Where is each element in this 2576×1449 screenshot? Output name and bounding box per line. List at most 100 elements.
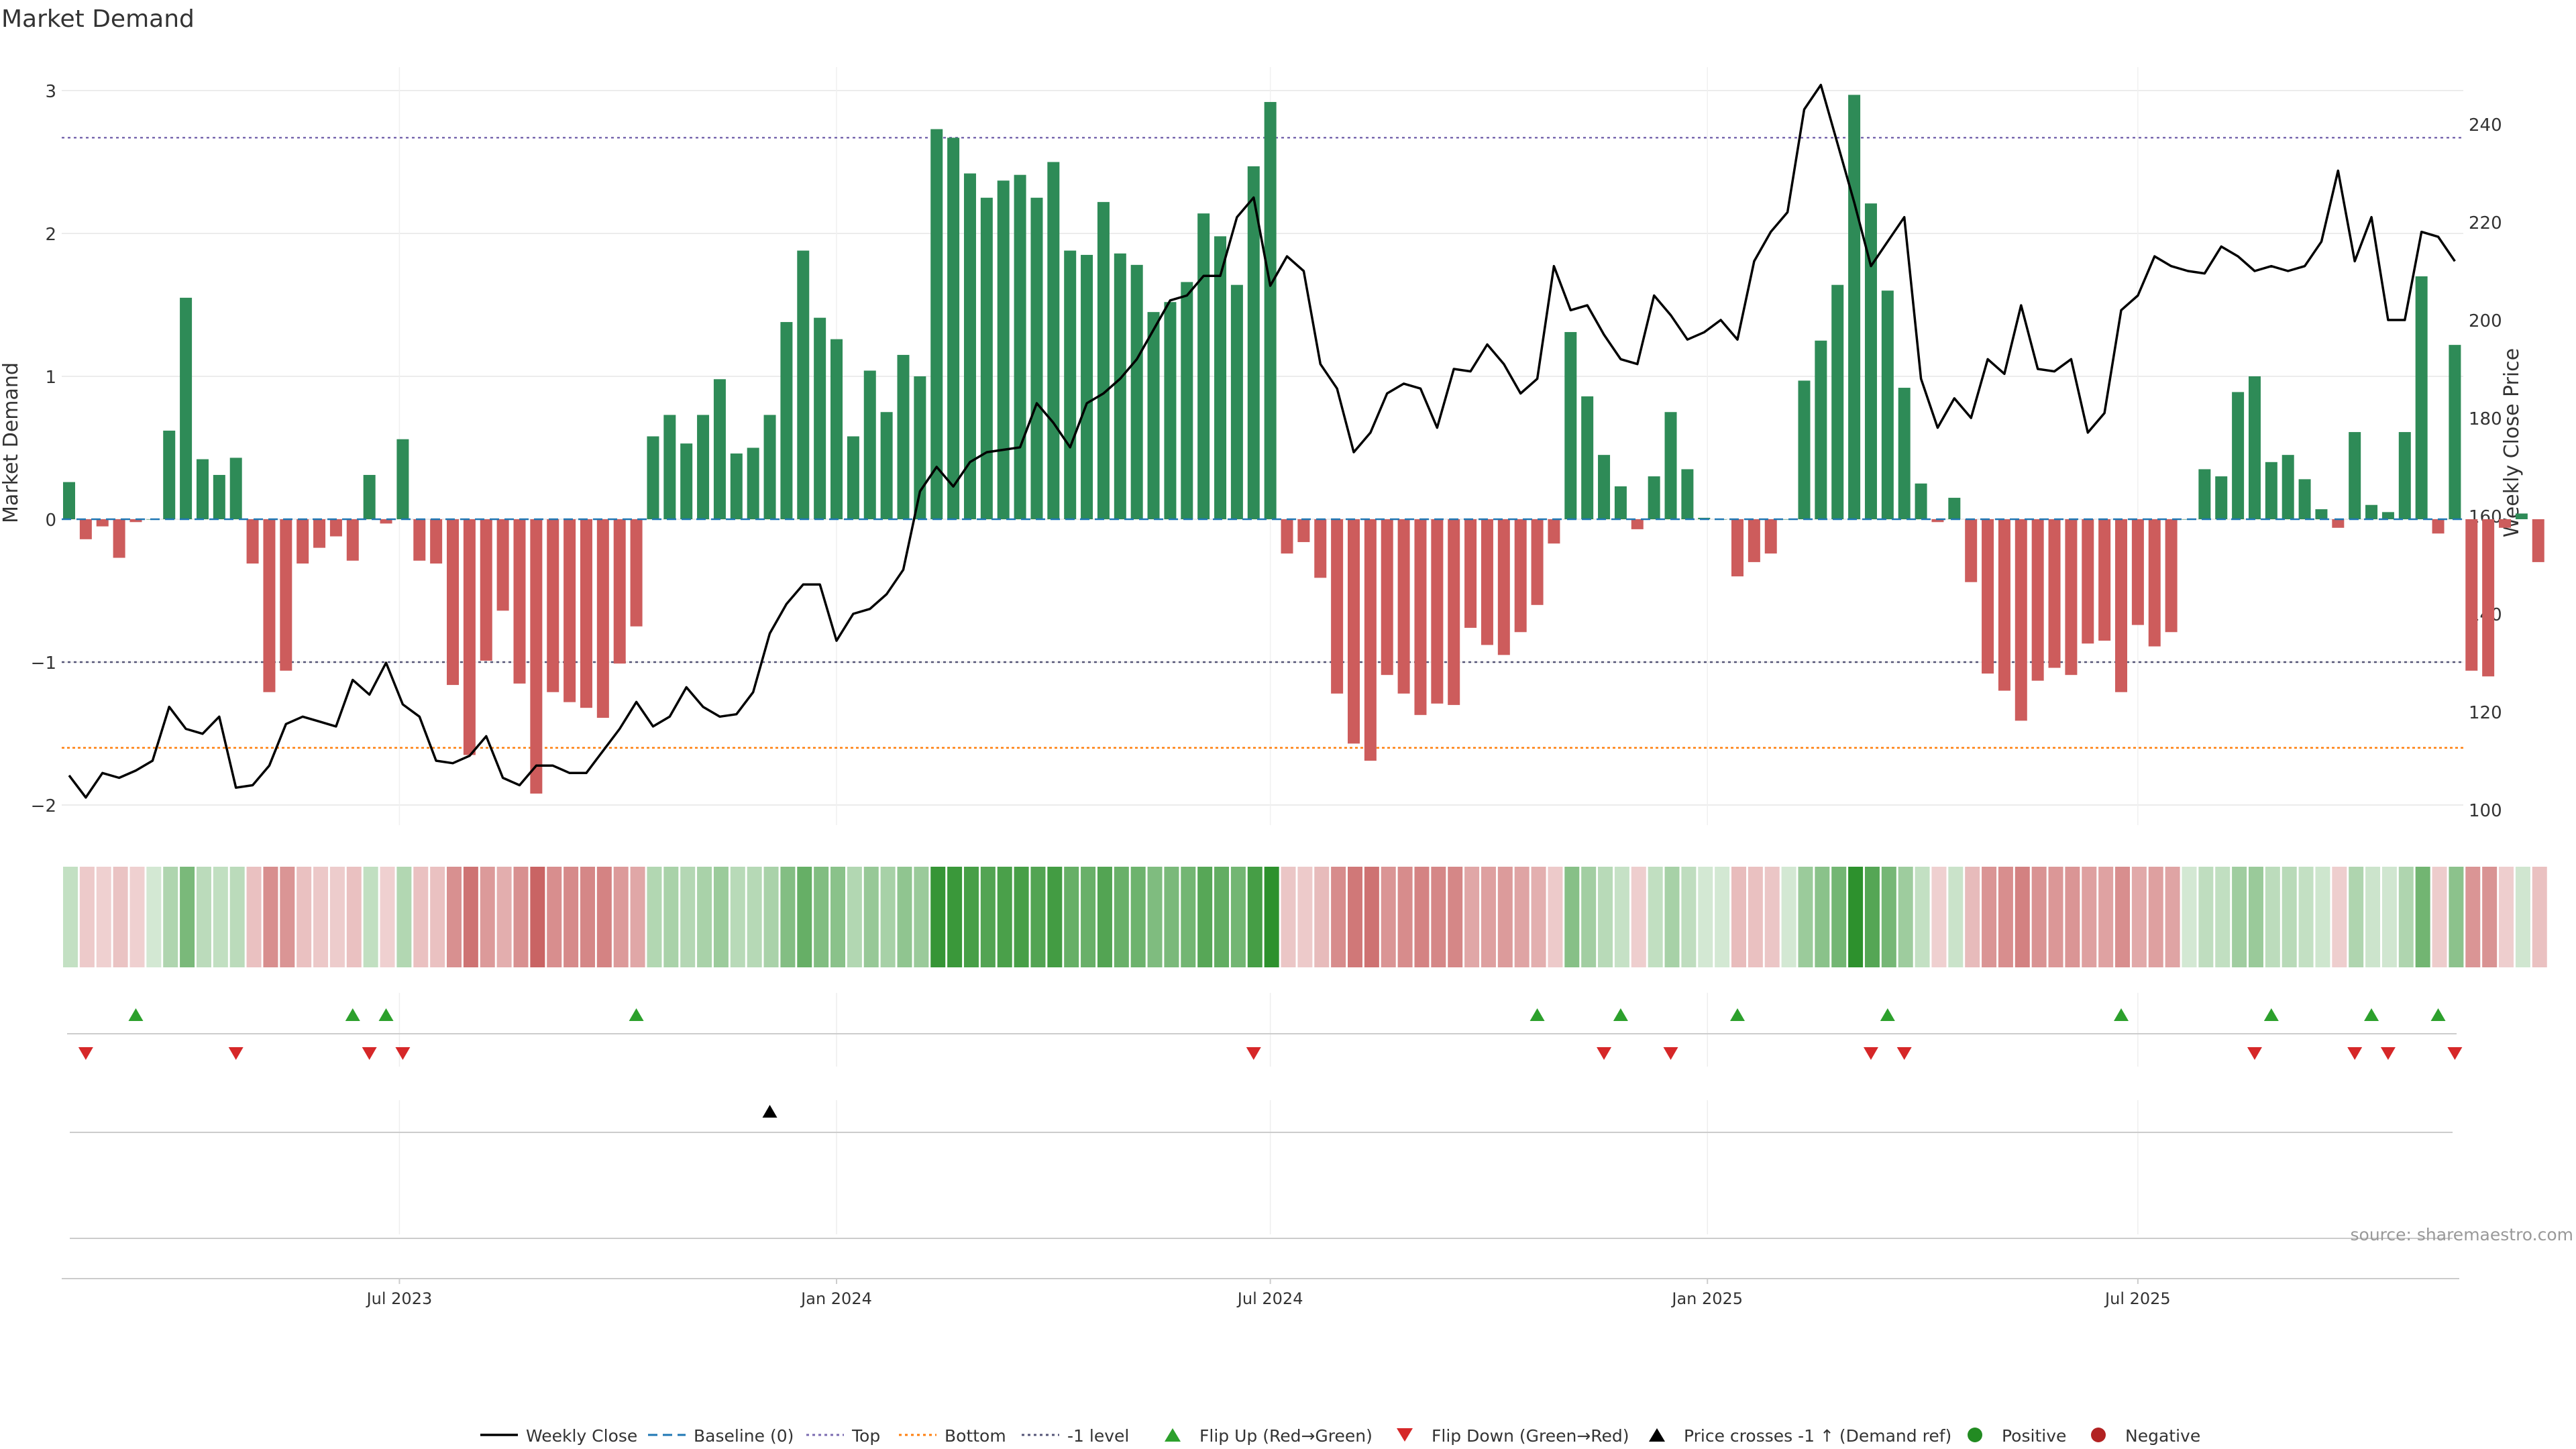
heat-cell	[2332, 867, 2347, 967]
heat-cell	[1314, 867, 1330, 967]
flip-down-marker	[78, 1047, 93, 1060]
demand-bar-positive	[1247, 166, 1260, 519]
heat-cell	[1164, 867, 1179, 967]
heat-cell	[814, 867, 829, 967]
heat-cell	[2082, 867, 2097, 967]
demand-bar-positive	[180, 297, 193, 519]
flip-up-marker	[378, 1008, 394, 1021]
heat-cell	[1431, 867, 1446, 967]
heat-cell	[2349, 867, 2364, 967]
demand-bar-positive	[1214, 236, 1227, 519]
flip-up-marker	[629, 1008, 644, 1021]
heat-cell	[1848, 867, 1864, 967]
demand-bar-positive	[1915, 483, 1927, 519]
heat-cell	[2048, 867, 2063, 967]
demand-bar-negative	[1764, 519, 1777, 554]
demand-bar-positive	[1815, 340, 1827, 519]
flip-down-marker	[2347, 1047, 2363, 1060]
heat-cell	[1881, 867, 1896, 967]
heat-cell	[1281, 867, 1296, 967]
y2-tick-label: 100	[2469, 801, 2502, 821]
heat-cell	[1731, 867, 1746, 967]
demand-bar-negative	[1314, 519, 1327, 578]
demand-bar-negative	[413, 519, 426, 561]
demand-bar-positive	[647, 436, 659, 519]
demand-bar-positive	[880, 412, 893, 519]
heat-cell	[229, 867, 245, 967]
demand-bar-positive	[1948, 498, 1961, 519]
heat-cell	[2065, 867, 2080, 967]
heat-cell	[1764, 867, 1780, 967]
heat-cell	[2315, 867, 2330, 967]
heat-cell	[1464, 867, 1480, 967]
demand-bar-positive	[1181, 282, 1193, 519]
demand-bar-positive	[680, 443, 693, 519]
flip_up-legend-label: Flip Up (Red→Green)	[1199, 1426, 1373, 1446]
heat-cell	[2482, 867, 2498, 967]
flip-up-marker	[2430, 1008, 2446, 1021]
heat-cell	[1581, 867, 1597, 967]
heat-cell	[1931, 867, 1947, 967]
heat-cell	[2432, 867, 2447, 967]
heat-cell	[280, 867, 295, 967]
demand-bar-positive	[1230, 284, 1243, 519]
heat-cell	[1698, 867, 1713, 967]
demand-bar-negative	[1297, 519, 1310, 543]
x-axis: Jul 2023 Jan 2024 Jul 2024 Jan 2025 Jul 2025	[62, 1278, 2459, 1308]
heat-cell	[897, 867, 912, 967]
demand-bar-negative	[530, 519, 543, 794]
demand-bar-negative	[480, 519, 492, 661]
demand-bar-positive	[697, 415, 710, 519]
heat-cell	[1147, 867, 1163, 967]
positive-legend-swatch	[1968, 1428, 1982, 1442]
x-tick-label: Jul 2023	[366, 1289, 433, 1308]
heat-cell	[2532, 867, 2547, 967]
heat-cell	[1448, 867, 1463, 967]
heat-cell	[163, 867, 178, 967]
demand-bar-positive	[2315, 509, 2328, 519]
heat-cell	[297, 867, 312, 967]
flip-down-marker	[1597, 1047, 1612, 1060]
baseline-legend-label: Baseline (0)	[694, 1426, 794, 1446]
demand-bar-negative	[513, 519, 526, 684]
demand-bar-positive	[997, 180, 1010, 519]
demand-bar-negative	[263, 519, 276, 692]
heat-cell	[914, 867, 929, 967]
demand-bar-positive	[713, 379, 726, 519]
demand-bar-positive	[1881, 290, 1894, 519]
demand-bar-positive	[1047, 162, 1060, 519]
y-tick-label: 1	[45, 368, 56, 388]
demand-bar-negative	[1381, 519, 1393, 676]
heat-cell	[697, 867, 712, 967]
heat-cell	[663, 867, 679, 967]
heat-cell	[363, 867, 378, 967]
demand-bar-negative	[2482, 519, 2495, 677]
demand-bar-positive	[1564, 331, 1577, 519]
demand-bar-negative	[1431, 519, 1444, 704]
demand-bar-positive	[747, 447, 759, 519]
heat-cell	[2465, 867, 2481, 967]
demand-bar-negative	[2148, 519, 2161, 647]
heat-cell	[630, 867, 645, 967]
heat-cell	[413, 867, 429, 967]
heat-cell	[1381, 867, 1396, 967]
demand-bar-positive	[1664, 412, 1677, 519]
top-legend-label: Top	[851, 1426, 880, 1446]
demand-bar-positive	[1798, 380, 1811, 519]
heat-cell	[2415, 867, 2430, 967]
demand-bar-positive	[63, 482, 75, 519]
heat-cell	[647, 867, 662, 967]
flip-down-marker	[2380, 1047, 2396, 1060]
flip-up-marker	[128, 1008, 144, 1021]
heat-cell	[2115, 867, 2131, 967]
heat-cell	[596, 867, 612, 967]
demand-bar-negative	[2015, 519, 2027, 721]
heat-cell	[863, 867, 879, 967]
heat-cell	[747, 867, 762, 967]
heat-cell	[1748, 867, 1763, 967]
heat-cell	[246, 867, 262, 967]
heat-cell	[2298, 867, 2314, 967]
heat-cell	[447, 867, 462, 967]
flip-down-marker	[362, 1047, 377, 1060]
demand-bar-positive	[980, 197, 993, 519]
